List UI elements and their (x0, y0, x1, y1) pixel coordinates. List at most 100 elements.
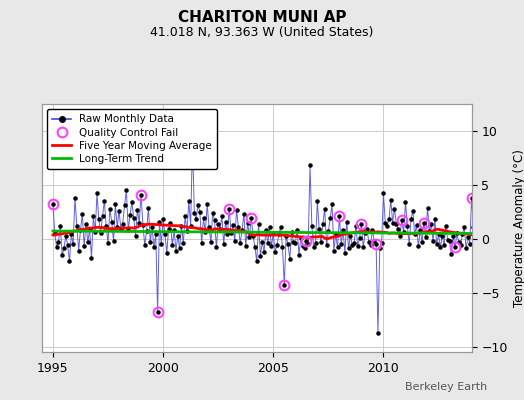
Point (201, 229, 210, 236)
Point (398, 217, 406, 224)
Point (339, 227, 347, 233)
Point (321, 205, 329, 212)
Point (117, 226, 125, 232)
Point (133, 206, 141, 213)
Point (255, 220, 263, 227)
Point (456, 242, 465, 248)
Point (82, 220, 90, 227)
Point (355, 234, 364, 241)
Point (273, 242, 281, 248)
Point (206, 239, 215, 245)
Point (379, 190, 388, 197)
Text: Berkeley Earth: Berkeley Earth (405, 382, 487, 392)
Point (155, 218, 163, 225)
Point (412, 222, 421, 228)
Point (80, 243, 89, 250)
Point (232, 206, 241, 213)
Point (223, 231, 232, 238)
Point (297, 234, 305, 241)
Point (49, 201, 57, 208)
Point (453, 230, 461, 236)
Point (376, 245, 384, 252)
Point (66, 258, 74, 265)
Point (122, 187, 130, 194)
Point (271, 248, 279, 255)
Point (477, 227, 485, 233)
Point (247, 215, 255, 222)
Point (148, 224, 156, 230)
Point (370, 238, 378, 244)
Point (242, 243, 250, 250)
Y-axis label: Temperature Anomaly (°C): Temperature Anomaly (°C) (513, 149, 524, 307)
Point (172, 248, 180, 254)
Point (231, 238, 239, 244)
Point (288, 229, 296, 236)
Point (107, 218, 116, 225)
Point (440, 242, 448, 248)
Point (343, 218, 351, 225)
Point (319, 220, 327, 227)
Point (473, 240, 482, 246)
Point (73, 223, 81, 229)
Point (438, 232, 446, 239)
Point (262, 227, 270, 233)
Point (236, 240, 244, 246)
Point (431, 216, 439, 222)
Point (467, 195, 476, 201)
Point (322, 242, 331, 248)
Point (330, 248, 338, 254)
Point (183, 228, 191, 234)
Point (278, 244, 287, 251)
Point (56, 223, 64, 229)
Point (161, 231, 169, 238)
Point (190, 210, 199, 216)
Point (74, 248, 83, 254)
Point (238, 227, 246, 233)
Point (243, 220, 252, 226)
Point (282, 232, 290, 239)
Point (350, 240, 358, 246)
Point (277, 224, 285, 230)
Point (249, 232, 257, 239)
Point (328, 201, 336, 208)
Legend: Raw Monthly Data, Quality Control Fail, Five Year Moving Average, Long-Term Tren: Raw Monthly Data, Quality Control Fail, … (47, 109, 217, 169)
Point (60, 245, 68, 252)
Point (471, 190, 479, 197)
Point (234, 224, 243, 230)
Point (216, 226, 224, 232)
Point (205, 224, 213, 230)
Point (409, 208, 417, 214)
Point (217, 213, 226, 219)
Point (311, 240, 320, 246)
Point (341, 250, 349, 256)
Point (173, 232, 182, 239)
Point (482, 226, 490, 232)
Point (315, 226, 323, 232)
Point (310, 244, 318, 251)
Point (199, 215, 208, 222)
Point (124, 227, 133, 233)
Point (118, 220, 127, 227)
Point (137, 191, 145, 198)
Point (111, 201, 119, 208)
Point (129, 215, 138, 222)
Point (458, 231, 466, 238)
Point (416, 227, 424, 233)
Text: CHARITON MUNI AP: CHARITON MUNI AP (178, 10, 346, 25)
Point (429, 238, 437, 244)
Point (385, 216, 393, 222)
Point (352, 223, 360, 229)
Point (470, 224, 478, 230)
Point (210, 217, 219, 224)
Point (475, 211, 483, 217)
Point (348, 242, 356, 248)
Point (289, 239, 298, 245)
Point (181, 213, 189, 219)
Point (121, 202, 129, 208)
Point (176, 245, 184, 252)
Point (165, 226, 173, 232)
Point (332, 231, 340, 238)
Point (357, 220, 366, 227)
Point (93, 190, 101, 197)
Point (418, 239, 426, 245)
